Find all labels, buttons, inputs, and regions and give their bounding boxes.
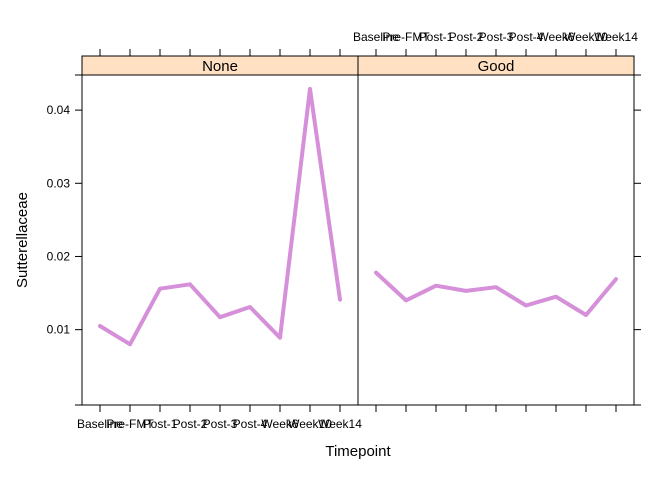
data-point <box>98 324 102 328</box>
axes-layer: 0.01 0.02 0.03 0.04 <box>47 74 641 406</box>
data-point <box>404 298 408 302</box>
series-line-none <box>98 86 342 347</box>
x-tick-label: Pre-FMT <box>106 417 154 431</box>
data-point <box>338 298 342 302</box>
data-point <box>308 87 312 91</box>
data-point <box>494 285 498 289</box>
x-tick-label: Week6 <box>537 30 574 44</box>
y-tick-label: 0.03 <box>47 176 71 190</box>
strip-label: Good <box>478 58 515 75</box>
data-point <box>158 287 162 291</box>
x-tick-label: Week10 <box>564 30 608 44</box>
x-tick-label: Baseline <box>353 30 399 44</box>
y-tick-label: 0.02 <box>47 249 71 263</box>
x-tick-label: Week6 <box>261 417 298 431</box>
x-tick-label: Post-2 <box>449 30 484 44</box>
x-tick-label: Post-3 <box>203 417 238 431</box>
x-tick-label: Post-4 <box>233 417 268 431</box>
x-tick-label: Baseline <box>77 417 123 431</box>
strip-label: None <box>202 58 238 75</box>
y-tick-label: 0.04 <box>47 103 71 117</box>
x-tick-label: Post-2 <box>173 417 208 431</box>
data-point <box>434 284 438 288</box>
data-point <box>218 315 222 319</box>
x-tick-label: Week14 <box>318 417 362 431</box>
x-axis-title: Timepoint <box>325 443 391 460</box>
x-tick-label: Post-1 <box>419 30 454 44</box>
data-point <box>374 271 378 275</box>
y-tick-label: 0.01 <box>47 323 71 337</box>
data-point <box>614 277 618 281</box>
x-tick-label: Post-4 <box>509 30 544 44</box>
panel-good: Good BaselinePre-FMTPost-1Post-2Post-3Pos… <box>353 30 638 412</box>
data-point <box>524 303 528 307</box>
y-axis-title: Sutterellaceae <box>14 192 31 288</box>
x-tick-label: Pre-FMT <box>382 30 430 44</box>
series-line-good <box>374 270 618 317</box>
x-tick-label: Post-3 <box>479 30 514 44</box>
data-point <box>464 289 468 293</box>
x-tick-label: Post-1 <box>143 417 178 431</box>
x-tick-label: Week14 <box>594 30 638 44</box>
data-point <box>584 313 588 317</box>
data-point <box>248 305 252 309</box>
data-point <box>128 342 132 346</box>
x-tick-label: Week10 <box>288 417 332 431</box>
data-point <box>188 282 192 286</box>
panel-frame <box>357 74 635 406</box>
panels-layer: NoneBaselinePre-FMTPost-1Post-2Post-3Pos… <box>77 30 638 431</box>
panel-none: None BaselinePre-FMTPost-1Post-2Post-3Pos… <box>77 49 362 431</box>
data-point <box>278 336 282 340</box>
data-point <box>554 295 558 299</box>
